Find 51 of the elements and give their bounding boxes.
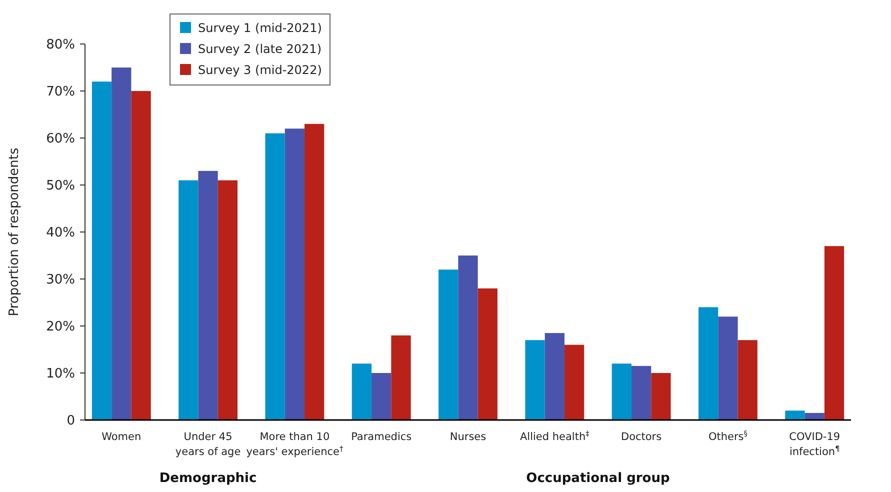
- bar: [352, 364, 372, 420]
- bar: [265, 133, 285, 420]
- bar: [738, 340, 758, 420]
- bar: [478, 288, 498, 420]
- bar: [564, 344, 584, 420]
- bar: [458, 256, 478, 420]
- bar: [218, 180, 238, 420]
- y-axis-title: Proportion of respondents: [7, 148, 22, 316]
- x-tick-label: Under 45 years of age: [175, 431, 241, 458]
- bar: [785, 410, 805, 420]
- x-tick-label: Doctors: [620, 431, 662, 443]
- bar: [631, 366, 652, 420]
- x-tick-label: Women: [102, 431, 142, 443]
- bar: [372, 373, 392, 420]
- bar: [804, 412, 824, 420]
- y-tick-label: 50%: [46, 178, 75, 194]
- y-tick-label: 30%: [46, 272, 75, 288]
- y-tick-label: 70%: [46, 84, 75, 100]
- y-tick-label: 0: [66, 414, 75, 429]
- bar: [544, 333, 564, 420]
- x-tick-label: More than 10 years' experience$^{†}$: [246, 431, 344, 458]
- text: Demographic: [159, 471, 257, 486]
- bar: [178, 180, 198, 420]
- x-tick-label: Paramedics: [351, 431, 412, 443]
- x-tick-label: Nurses: [450, 431, 486, 443]
- bar: [112, 68, 132, 420]
- bar: [304, 124, 324, 420]
- text: Occupational group: [526, 471, 670, 486]
- bar: [525, 340, 545, 420]
- y-tick-label: 40%: [46, 226, 75, 241]
- bar: [131, 91, 151, 420]
- bar: [391, 335, 411, 420]
- x-tick-label: Others$^{§}$: [708, 428, 748, 443]
- bar: [718, 316, 738, 420]
- bar: [824, 246, 844, 420]
- bar: [198, 170, 218, 420]
- y-tick-label: 60%: [46, 132, 75, 147]
- bar: [651, 373, 671, 420]
- x-tick-label: Allied health$^{‡}$: [520, 428, 590, 443]
- bar: [92, 82, 112, 420]
- bar: [438, 270, 458, 420]
- bar: [284, 128, 305, 420]
- y-tick-label: 20%: [46, 320, 75, 335]
- legend-label: Survey 3 (mid-2022): [198, 63, 322, 78]
- y-tick-label: 80%: [46, 38, 75, 53]
- bar: [698, 307, 718, 420]
- legend-label: Survey 1 (mid-2021): [198, 21, 322, 36]
- x-tick-label: COVID-19 infection$^{¶}$: [789, 431, 840, 458]
- bar: [612, 364, 632, 420]
- legend-label: Survey 2 (late 2021): [198, 42, 322, 56]
- y-tick-label: 10%: [46, 366, 75, 382]
